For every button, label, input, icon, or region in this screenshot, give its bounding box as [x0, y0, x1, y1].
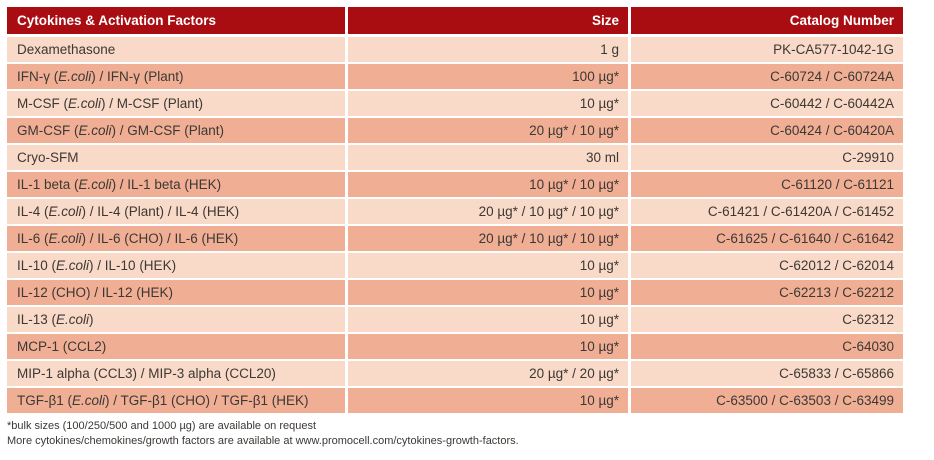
size-cell: 30 ml [348, 145, 628, 170]
cytokines-table: Cytokines & Activation Factors Size Cata… [7, 7, 903, 415]
table-row: IL-10 (E.coli) / IL-10 (HEK) 10 µg* C-6201… [7, 253, 903, 278]
size-cell: 10 µg* [348, 388, 628, 413]
table-row: IL-12 (CHO) / IL-12 (HEK) 10 µg* C-62213 /… [7, 280, 903, 305]
product-name-cell: GM-CSF (E.coli) / GM-CSF (Plant) [7, 118, 345, 143]
footnote-bulk-sizes: *bulk sizes (100/250/500 and 1000 µg) ar… [7, 420, 317, 432]
table-row: IFN-γ (E.coli) / IFN-γ (Plant) 100 µg* C-6… [7, 64, 903, 89]
header-size-column: Size [348, 7, 628, 34]
product-name-cell: MCP-1 (CCL2) [7, 334, 345, 359]
table-row: MIP-1 alpha (CCL3) / MIP-3 alpha (CCL20)… [7, 361, 903, 386]
footnotes: *bulk sizes (100/250/500 and 1000 µg) ar… [7, 419, 519, 448]
product-name-cell: MIP-1 alpha (CCL3) / MIP-3 alpha (CCL20) [7, 361, 345, 386]
footnote-more-info: More cytokines/chemokines/growth factors… [7, 434, 519, 447]
table-row: M-CSF (E.coli) / M-CSF (Plant) 10 µg* C-60… [7, 91, 903, 116]
size-cell: 20 µg* / 20 µg* [348, 361, 628, 386]
size-cell: 10 µg* [348, 334, 628, 359]
product-name-cell: IL-4 (E.coli) / IL-4 (Plant) / IL-4 (HEK… [7, 199, 345, 224]
product-name-cell: IFN-γ (E.coli) / IFN-γ (Plant) [7, 64, 345, 89]
catalog-number-cell: C-60724 / C-60724A [631, 64, 903, 89]
table-row: Dexamethasone 1 g PK-CA577-1042-1G [7, 37, 903, 62]
table-row: TGF-β1 (E.coli) / TGF-β1 (CHO) / TGF-β1 … [7, 388, 903, 413]
catalog-number-cell: C-62012 / C-62014 [631, 253, 903, 278]
size-cell: 10 µg* [348, 307, 628, 332]
size-cell: 20 µg* / 10 µg* [348, 118, 628, 143]
product-name-cell: IL-1 beta (E.coli) / IL-1 beta (HEK) [7, 172, 345, 197]
catalog-number-cell: C-61120 / C-61121 [631, 172, 903, 197]
catalog-number-cell: C-62312 [631, 307, 903, 332]
size-cell: 10 µg* [348, 253, 628, 278]
catalog-number-cell: C-61625 / C-61640 / C-61642 [631, 226, 903, 251]
table-body: Dexamethasone 1 g PK-CA577-1042-1G IFN-γ (E… [7, 37, 903, 413]
product-name-cell: IL-10 (E.coli) / IL-10 (HEK) [7, 253, 345, 278]
header-product-column: Cytokines & Activation Factors [7, 7, 345, 34]
product-name-cell: IL-12 (CHO) / IL-12 (HEK) [7, 280, 345, 305]
table-row: IL-4 (E.coli) / IL-4 (Plant) / IL-4 (HEK… [7, 199, 903, 224]
size-cell: 20 µg* / 10 µg* / 10 µg* [348, 199, 628, 224]
header-catalog-column: Catalog Number [631, 7, 903, 34]
catalog-number-cell: C-60424 / C-60420A [631, 118, 903, 143]
catalog-number-cell: C-60442 / C-60442A [631, 91, 903, 116]
product-name-cell: M-CSF (E.coli) / M-CSF (Plant) [7, 91, 345, 116]
table-row: IL-13 (E.coli) 10 µg* C-62312 [7, 307, 903, 332]
product-name-cell: IL-6 (E.coli) / IL-6 (CHO) / IL-6 (HEK) [7, 226, 345, 251]
size-cell: 20 µg* / 10 µg* / 10 µg* [348, 226, 628, 251]
table-row: MCP-1 (CCL2) 10 µg* C-64030 [7, 334, 903, 359]
size-cell: 10 µg* [348, 91, 628, 116]
catalog-number-cell: C-63500 / C-63503 / C-63499 [631, 388, 903, 413]
catalog-number-cell: PK-CA577-1042-1G [631, 37, 903, 62]
catalog-number-cell: C-29910 [631, 145, 903, 170]
size-cell: 10 µg* [348, 280, 628, 305]
table-row: IL-1 beta (E.coli) / IL-1 beta (HEK) 10 µ… [7, 172, 903, 197]
size-cell: 1 g [348, 37, 628, 62]
size-cell: 10 µg* / 10 µg* [348, 172, 628, 197]
size-cell: 100 µg* [348, 64, 628, 89]
product-name-cell: Dexamethasone [7, 37, 345, 62]
table-row: GM-CSF (E.coli) / GM-CSF (Plant) 20 µg* /… [7, 118, 903, 143]
product-name-cell: Cryo-SFM [7, 145, 345, 170]
catalog-number-cell: C-64030 [631, 334, 903, 359]
table-row: IL-6 (E.coli) / IL-6 (CHO) / IL-6 (HEK) 2… [7, 226, 903, 251]
catalog-number-cell: C-61421 / C-61420A / C-61452 [631, 199, 903, 224]
product-name-cell: IL-13 (E.coli) [7, 307, 345, 332]
table-header-row: Cytokines & Activation Factors Size Cata… [7, 7, 903, 34]
product-name-cell: TGF-β1 (E.coli) / TGF-β1 (CHO) / TGF-β1 … [7, 388, 345, 413]
catalog-number-cell: C-62213 / C-62212 [631, 280, 903, 305]
catalog-number-cell: C-65833 / C-65866 [631, 361, 903, 386]
table-row: Cryo-SFM 30 ml C-29910 [7, 145, 903, 170]
